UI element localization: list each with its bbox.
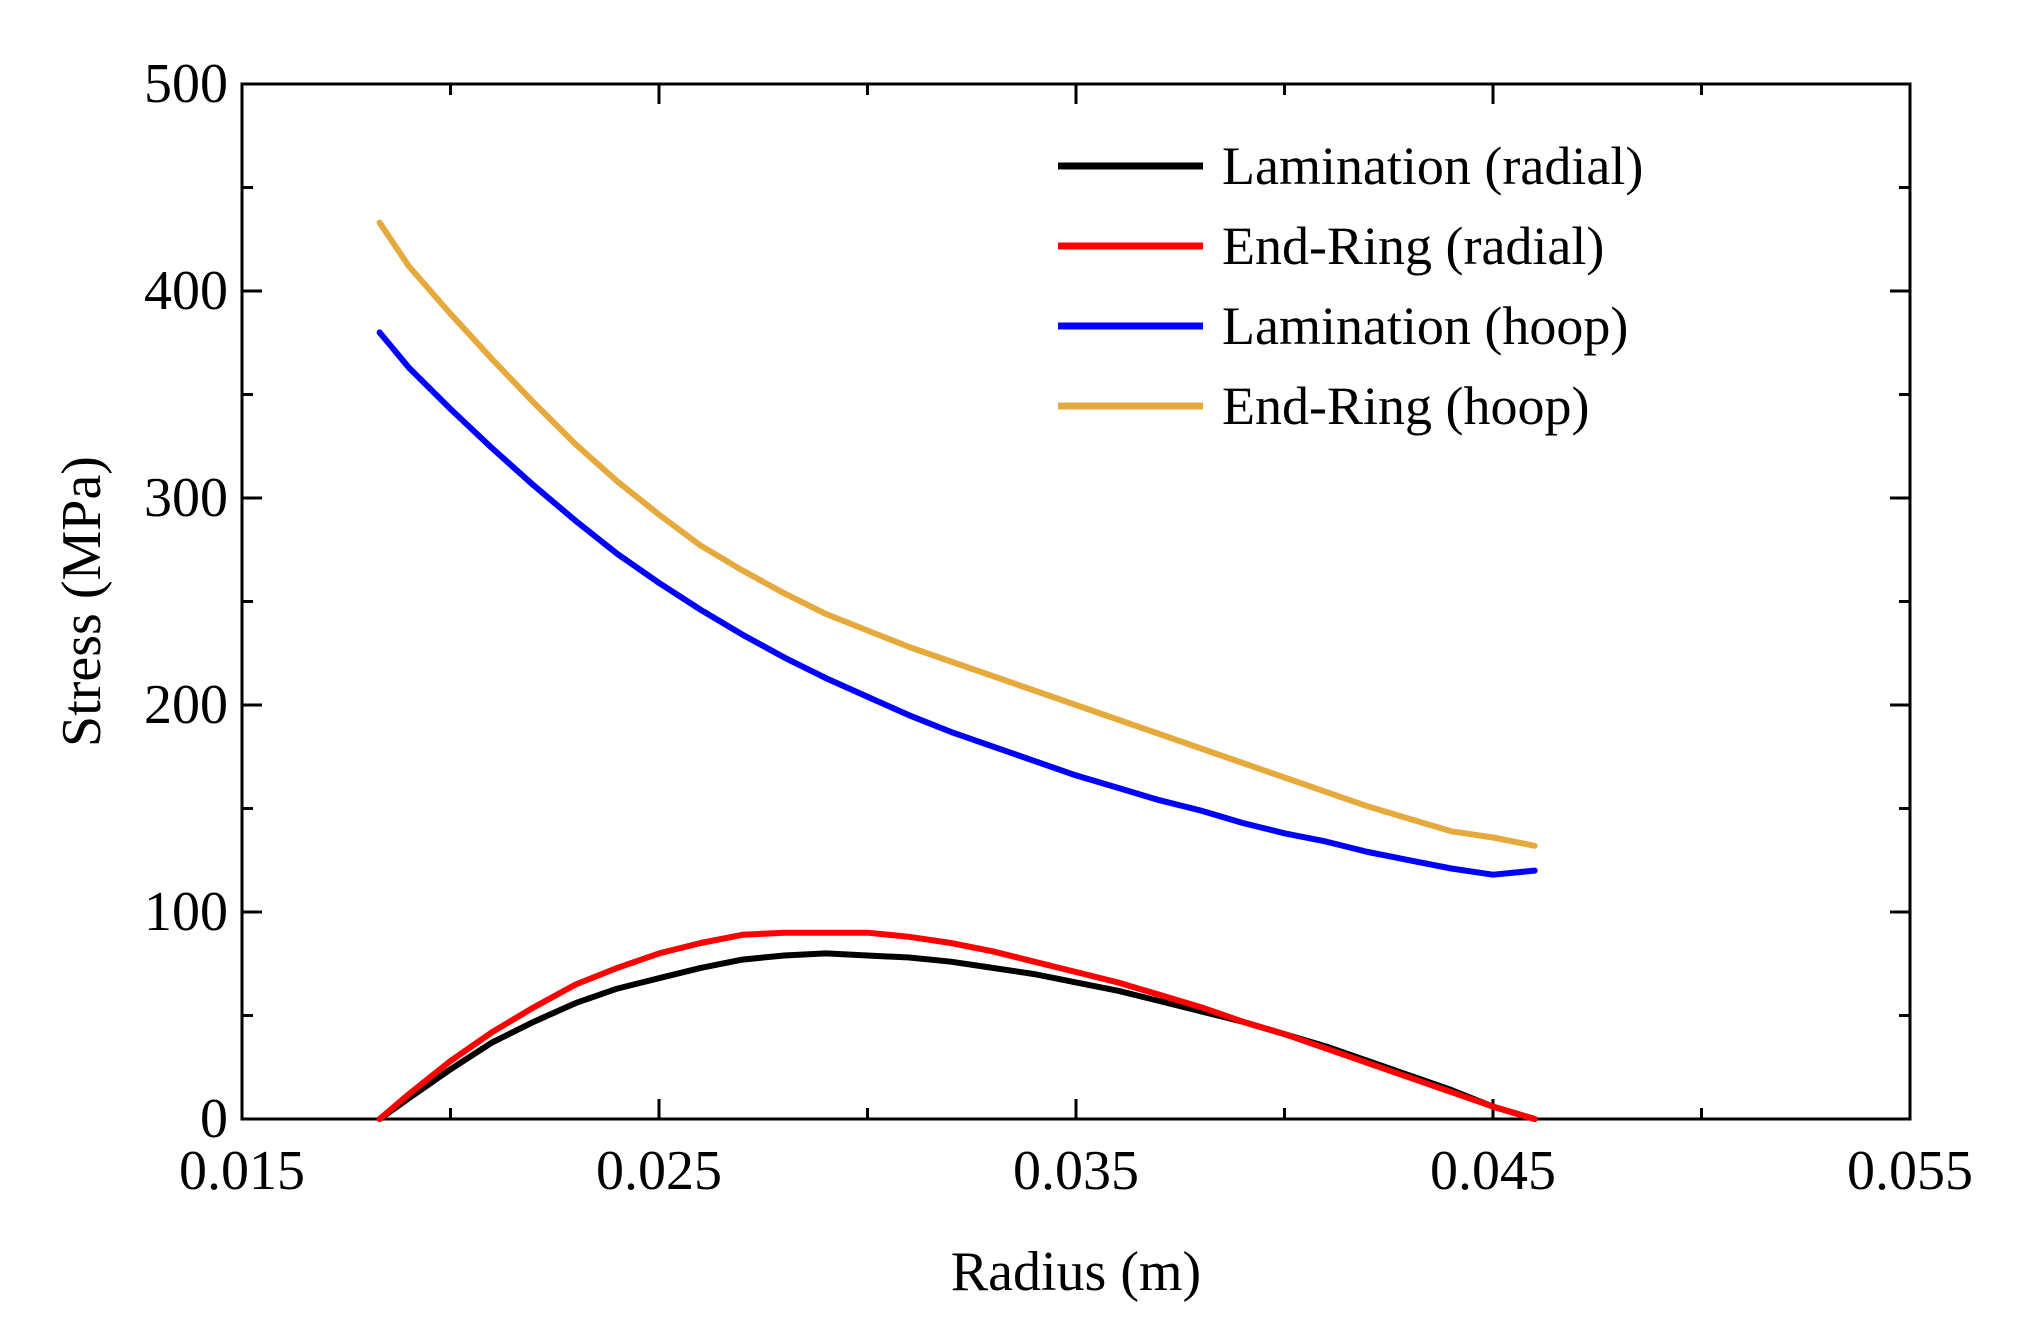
legend-label: Lamination (radial) bbox=[1222, 136, 1643, 196]
legend-label: End-Ring (radial) bbox=[1222, 216, 1604, 276]
x-tick-label: 0.055 bbox=[1847, 1140, 1973, 1202]
series-line-0 bbox=[376, 950, 1538, 1122]
ticks-layer: 0.015 0.025 0.035 0.045 0.055 0 100 200 300 400 50… bbox=[144, 53, 1973, 1202]
y-tick-label: 200 bbox=[144, 674, 228, 736]
y-tick-label: 100 bbox=[144, 881, 228, 943]
x-tick-label: 0.015 bbox=[179, 1140, 305, 1202]
legend: Lamination (radial) End-Ring (radial) Lami… bbox=[1058, 136, 1643, 436]
plot-frame bbox=[240, 82, 1912, 1121]
y-tick-label: 300 bbox=[144, 467, 228, 529]
x-tick-label: 0.045 bbox=[1430, 1140, 1556, 1202]
legend-label: End-Ring (hoop) bbox=[1222, 376, 1589, 436]
y-tick-label: 400 bbox=[144, 260, 228, 322]
x-tick-label: 0.025 bbox=[596, 1140, 722, 1202]
series-line-3 bbox=[376, 219, 1538, 849]
x-tick-label: 0.035 bbox=[1013, 1140, 1139, 1202]
x-axis-title: Radius (m) bbox=[951, 1241, 1201, 1303]
series-line-1 bbox=[376, 929, 1538, 1122]
legend-label: Lamination (hoop) bbox=[1222, 296, 1628, 356]
series-line-2 bbox=[376, 329, 1538, 878]
series-layer bbox=[376, 219, 1538, 1122]
y-tick-label: 0 bbox=[200, 1088, 228, 1150]
y-axis-title: Stress (MPa) bbox=[51, 456, 113, 747]
y-tick-label: 500 bbox=[144, 53, 228, 115]
